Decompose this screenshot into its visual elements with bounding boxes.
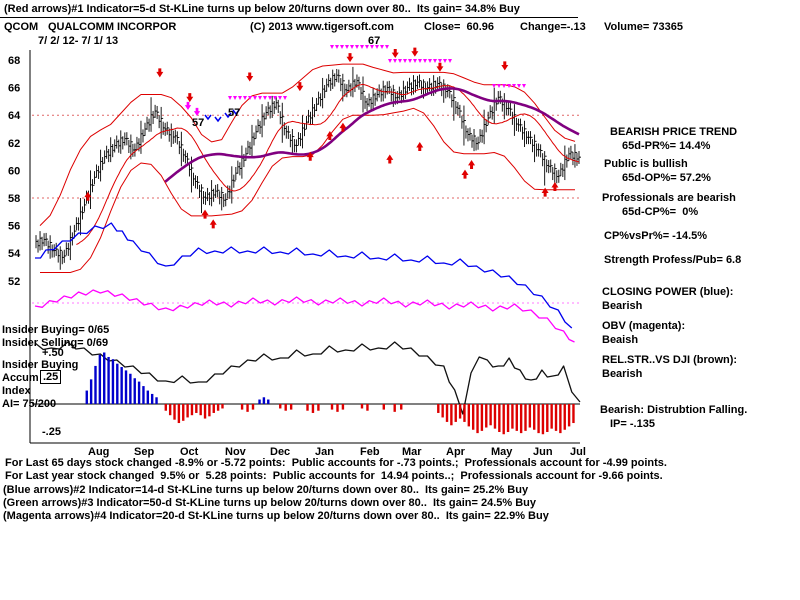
cp-percent-value: 65d-CP%= 0% xyxy=(622,206,699,218)
svg-text:Apr: Apr xyxy=(446,446,466,458)
ip-value: IP= -.135 xyxy=(610,418,655,430)
pr-percent-value: 65d-PR%= 14.4% xyxy=(622,140,711,152)
svg-text:Mar: Mar xyxy=(402,446,422,458)
indicator-3-summary: (Green arrows)#3 Indicator=50-d St-KLine… xyxy=(3,497,537,509)
svg-text:57: 57 xyxy=(228,107,240,119)
accum-index-value: AI= 75/200 xyxy=(2,398,57,410)
indicator-2-summary: (Blue arrows)#2 Indicator=14-d St-KLine … xyxy=(3,484,529,496)
svg-text:67: 67 xyxy=(368,35,380,47)
cp-vs-pr-value: CP%vsPr%= -14.5% xyxy=(604,230,708,242)
accum-scale-plus25: .25 xyxy=(40,370,62,384)
svg-text:62: 62 xyxy=(8,138,20,150)
svg-text:52: 52 xyxy=(8,276,20,288)
accum-index-label-1: Insider Buying xyxy=(2,359,79,371)
accum-scale-plus50: +.50 xyxy=(42,347,64,359)
svg-text:Jun: Jun xyxy=(533,446,553,458)
summary-65-days: For Last 65 days stock changed -8.9% or … xyxy=(5,457,667,469)
svg-text:Feb: Feb xyxy=(360,446,380,458)
svg-text:Dec: Dec xyxy=(270,446,290,458)
professional-sentiment-text: Professionals are bearish xyxy=(602,192,736,204)
svg-text:Nov: Nov xyxy=(225,446,247,458)
insider-selling-ratio: Insider Selling= 0/69 xyxy=(2,337,109,349)
rel-str-status: Bearish xyxy=(602,368,643,380)
rel-str-heading: REL.STR..VS DJI (brown): xyxy=(602,354,738,366)
copyright-text: (C) 2013 www.tigersoft.com xyxy=(250,21,394,33)
svg-text:Sep: Sep xyxy=(134,446,154,458)
obv-heading: OBV (magenta): xyxy=(602,320,686,332)
distribution-status: Bearish: Distrubtion Falling. xyxy=(600,404,748,416)
svg-text:Aug: Aug xyxy=(88,446,109,458)
svg-text:Oct: Oct xyxy=(180,446,199,458)
svg-text:58: 58 xyxy=(8,193,20,205)
volume-value: Volume= 73365 xyxy=(604,21,683,33)
strength-ratio-value: Strength Profess/Pub= 6.8 xyxy=(604,254,742,266)
change-value: Change=-.13 xyxy=(520,21,586,33)
accum-scale-minus25: -.25 xyxy=(42,426,61,438)
ticker-symbol: QCOM xyxy=(4,21,39,33)
svg-text:Jan: Jan xyxy=(315,446,334,458)
svg-text:68: 68 xyxy=(8,55,20,67)
public-sentiment-text: Public is bullish xyxy=(604,158,688,170)
svg-text:64: 64 xyxy=(8,110,21,122)
svg-text:May: May xyxy=(491,446,513,458)
closing-power-heading: CLOSING POWER (blue): xyxy=(602,286,734,298)
closing-power-status: Bearish xyxy=(602,300,643,312)
summary-last-year: For Last year stock changed 9.5% or 5.28… xyxy=(5,470,663,482)
op-percent-value: 65d-OP%= 57.2% xyxy=(622,172,711,184)
obv-status: Beaish xyxy=(602,334,639,346)
close-value: Close= 60.96 xyxy=(424,21,495,33)
svg-text:66: 66 xyxy=(8,83,20,95)
svg-text:Jul: Jul xyxy=(570,446,586,458)
svg-text:54: 54 xyxy=(8,248,21,260)
svg-text:56: 56 xyxy=(8,221,20,233)
date-range: 7/ 2/ 12- 7/ 1/ 13 xyxy=(38,35,119,47)
indicator-4-summary: (Magenta arrows)#4 Indicator=20-d St-KLi… xyxy=(3,510,549,522)
insider-buying-ratio: Insider Buying= 0/65 xyxy=(2,324,110,336)
accum-index-label-3: Index xyxy=(2,385,31,397)
price-trend-heading: BEARISH PRICE TREND xyxy=(610,126,738,138)
svg-text:60: 60 xyxy=(8,165,20,177)
header-divider xyxy=(0,17,578,18)
company-name: QUALCOMM INCORPOR xyxy=(48,21,177,33)
svg-text:57: 57 xyxy=(192,117,204,129)
indicator-1-summary: (Red arrows)#1 Indicator=5-d St-KLine tu… xyxy=(4,3,520,15)
accum-index-label-2: Accum xyxy=(2,372,39,384)
